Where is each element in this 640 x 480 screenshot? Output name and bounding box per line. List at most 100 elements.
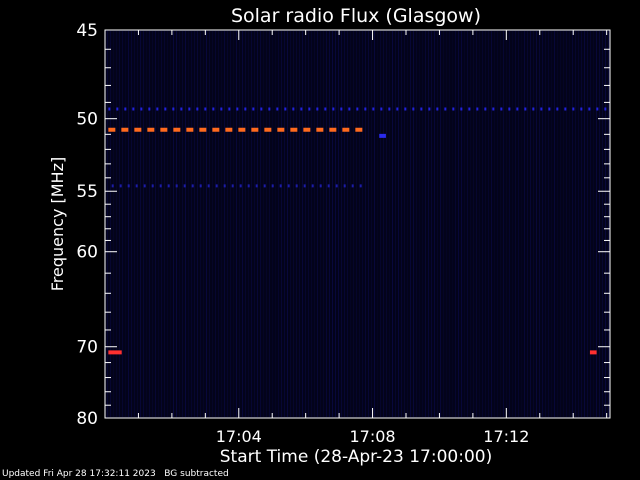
noise-streak	[449, 31, 450, 417]
noise-streak	[584, 31, 585, 417]
noise-streak	[446, 31, 447, 417]
noise-streak	[212, 31, 213, 417]
noise-streak	[428, 31, 429, 417]
noise-streak	[602, 31, 603, 417]
noise-streak	[251, 31, 252, 417]
noise-streak	[359, 31, 360, 417]
noise-streak	[539, 31, 540, 417]
noise-streak	[257, 31, 258, 417]
noise-streak	[389, 31, 390, 417]
x-tick-label: 17:12	[483, 427, 529, 446]
noise-streak	[125, 31, 126, 417]
x-tick-label: 17:04	[216, 427, 262, 446]
noise-streak	[140, 31, 141, 417]
y-axis-label: Frequency [MHz]	[48, 157, 67, 291]
noise-streak	[188, 31, 189, 417]
noise-streak	[425, 31, 426, 417]
noise-streak	[563, 31, 564, 417]
noise-streak	[578, 31, 579, 417]
noise-streak	[164, 31, 165, 417]
noise-streak	[527, 31, 528, 417]
noise-streak	[134, 31, 135, 417]
noise-streak	[155, 31, 156, 417]
noise-streak	[332, 31, 333, 417]
noise-streak	[404, 31, 405, 417]
noise-streak	[596, 31, 597, 417]
noise-streak	[338, 31, 339, 417]
noise-streak	[248, 31, 249, 417]
noise-streak	[362, 31, 363, 417]
noise-streak	[194, 31, 195, 417]
noise-streak	[317, 31, 318, 417]
noise-streak	[590, 31, 591, 417]
noise-streak	[470, 31, 471, 417]
noise-streak	[368, 31, 369, 417]
noise-streak	[518, 31, 519, 417]
noise-streak	[461, 31, 462, 417]
noise-streak	[146, 31, 147, 417]
noise-streak	[206, 31, 207, 417]
noise-streak	[377, 31, 378, 417]
noise-streak	[455, 31, 456, 417]
noise-streak	[467, 31, 468, 417]
noise-streak	[575, 31, 576, 417]
noise-streak	[473, 31, 474, 417]
noise-streak	[491, 31, 492, 417]
noise-streak	[191, 31, 192, 417]
noise-streak	[260, 31, 261, 417]
noise-streak	[440, 31, 441, 417]
noise-streak	[431, 31, 432, 417]
noise-streak	[494, 31, 495, 417]
noise-streak	[344, 31, 345, 417]
noise-streak	[335, 31, 336, 417]
noise-streak	[110, 31, 111, 417]
noise-streak	[230, 31, 231, 417]
noise-streak	[356, 31, 357, 417]
noise-streak	[542, 31, 543, 417]
noise-streak	[392, 31, 393, 417]
noise-streak	[458, 31, 459, 417]
noise-streak	[536, 31, 537, 417]
noise-streak	[326, 31, 327, 417]
noise-streak	[581, 31, 582, 417]
noise-streak	[218, 31, 219, 417]
noise-streak	[398, 31, 399, 417]
noise-streak	[173, 31, 174, 417]
noise-streak	[452, 31, 453, 417]
emission-features	[108, 107, 610, 355]
noise-streak	[413, 31, 414, 417]
noise-streak	[500, 31, 501, 417]
noise-streak	[245, 31, 246, 417]
noise-streak	[560, 31, 561, 417]
noise-streak	[215, 31, 216, 417]
noise-streak	[182, 31, 183, 417]
noise-streak	[122, 31, 123, 417]
noise-streak	[116, 31, 117, 417]
noise-streak	[506, 31, 507, 417]
noise-streak	[371, 31, 372, 417]
noise-streak	[599, 31, 600, 417]
noise-streak	[275, 31, 276, 417]
noise-streak	[395, 31, 396, 417]
noise-streak	[434, 31, 435, 417]
noise-streak	[512, 31, 513, 417]
noise-streak	[287, 31, 288, 417]
noise-streak	[386, 31, 387, 417]
noise-streak	[476, 31, 477, 417]
noise-streak	[239, 31, 240, 417]
noise-streak	[209, 31, 210, 417]
noise-streak	[329, 31, 330, 417]
noise-streak	[569, 31, 570, 417]
noise-streak	[605, 31, 606, 417]
noise-streak	[266, 31, 267, 417]
y-tick-label: 45	[76, 21, 98, 41]
noise-streak	[419, 31, 420, 417]
noise-streak	[311, 31, 312, 417]
noise-streak	[437, 31, 438, 417]
noise-streak	[167, 31, 168, 417]
noise-streak	[107, 31, 108, 417]
noise-streak	[290, 31, 291, 417]
noise-streak	[365, 31, 366, 417]
noise-streak	[200, 31, 201, 417]
